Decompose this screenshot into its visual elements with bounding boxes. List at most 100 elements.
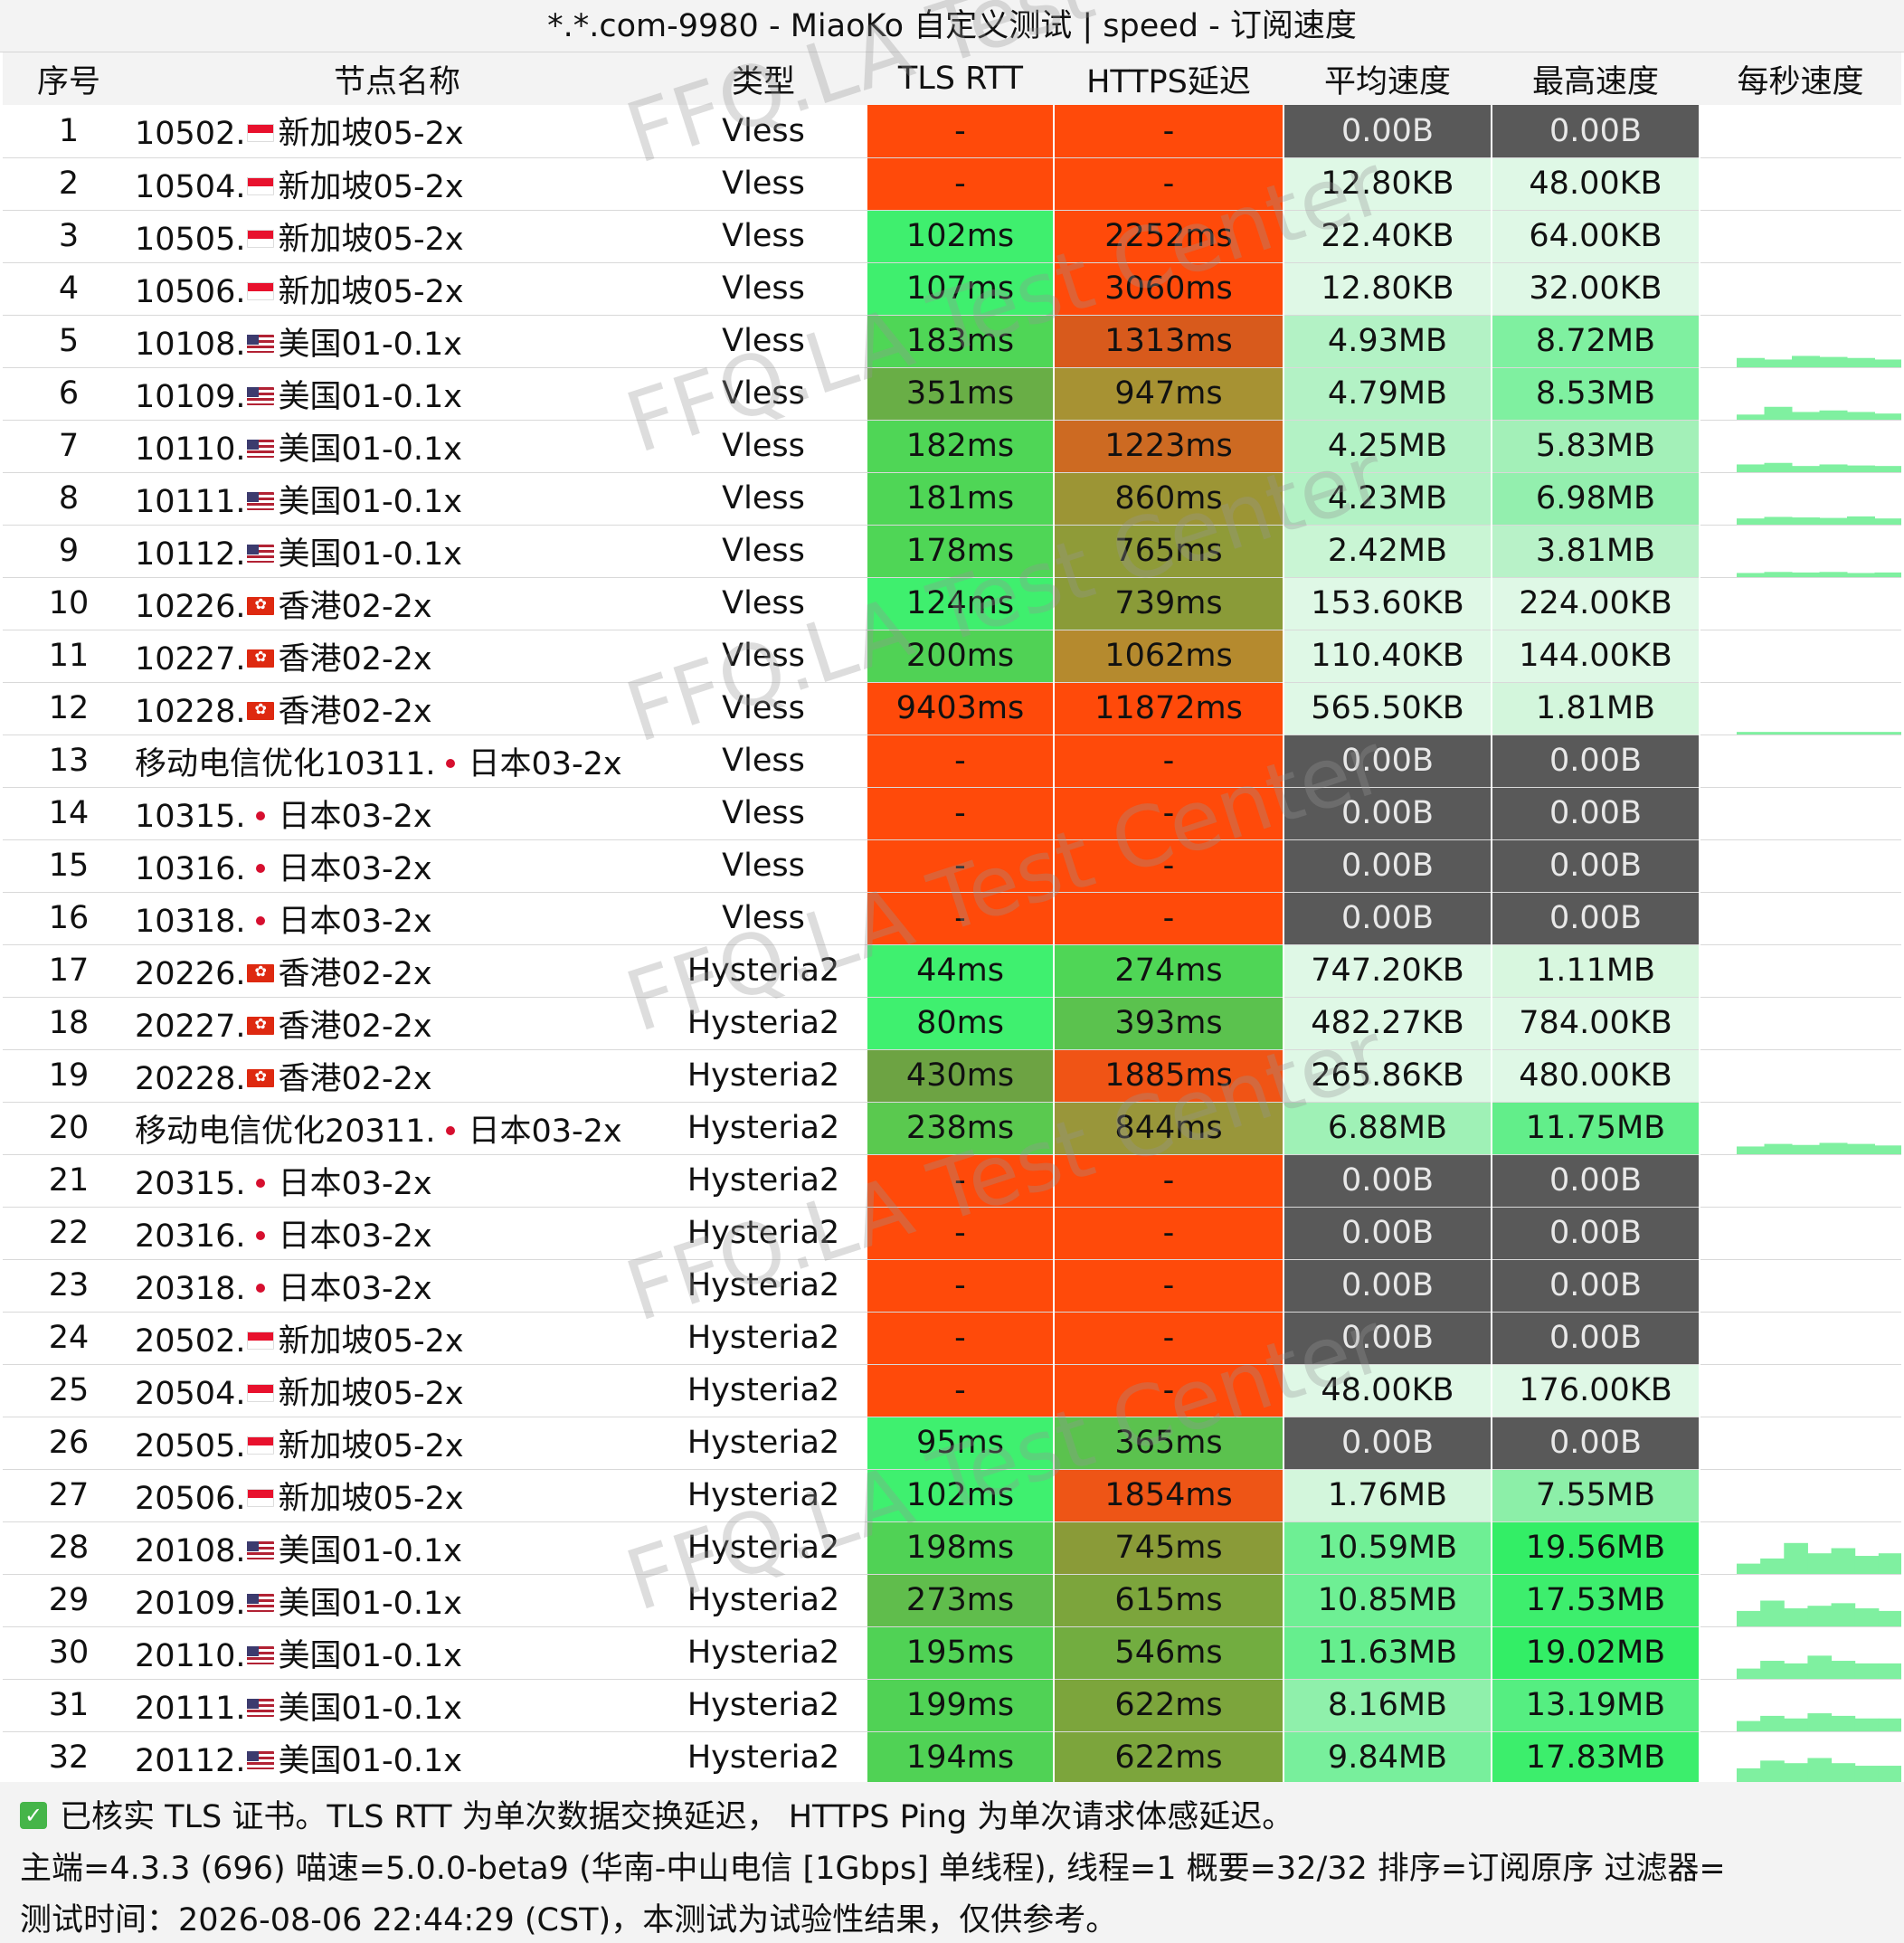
- table-row[interactable]: 28 20108. 美国01-0.1x Hysteria2 198ms 745ms 10.5…: [3, 1521, 1901, 1575]
- node-name-suffix: 香港02-2x: [278, 1008, 432, 1045]
- col-header-node-name[interactable]: 节点名称: [135, 52, 659, 105]
- node-type: Hysteria2: [659, 1207, 867, 1260]
- sparkline-bar: [1807, 1758, 1833, 1783]
- table-row[interactable]: 24 20502. 新加坡05-2x Hysteria2- -0.00B 0.00B: [3, 1312, 1901, 1365]
- sparkline-bar: [1874, 517, 1901, 524]
- node-name-suffix: 日本03-2x: [278, 1218, 432, 1255]
- row-index: 1: [3, 105, 135, 158]
- https-latency-cell: 1313ms: [1054, 315, 1284, 368]
- singapore-flag-icon: [247, 1436, 275, 1455]
- node-name-suffix: 日本03-2x: [468, 1113, 622, 1150]
- https-latency-cell: 947ms: [1054, 367, 1284, 421]
- table-row[interactable]: 31 20111. 美国01-0.1x Hysteria2 199ms 622ms 8.16…: [3, 1679, 1901, 1732]
- sparkline-bar: [1784, 1718, 1808, 1730]
- table-row[interactable]: 14 10315. 日本03-2x Vless - -0.00B 0.00B: [3, 787, 1901, 840]
- table-row[interactable]: 20 移动电信优化20311. 日本03-2x Hysteria2 238ms 844ms…: [3, 1102, 1901, 1155]
- max-speed-cell: 0.00B: [1492, 735, 1700, 788]
- node-type: Hysteria2: [659, 1312, 867, 1365]
- table-row[interactable]: 21 20315. 日本03-2x Hysteria2- -0.00B 0.00B: [3, 1154, 1901, 1208]
- speed-sparkline: [1700, 211, 1901, 262]
- node-name-suffix: 日本03-2x: [468, 745, 622, 782]
- table-row[interactable]: 3 10505. 新加坡05-2x Vless 102ms 2252ms 22.40KB 64…: [3, 210, 1901, 263]
- sparkline-bar: [1784, 1663, 1808, 1678]
- tls-rtt-cell: -: [867, 1364, 1055, 1417]
- avg-speed-cell: 0.00B: [1284, 892, 1492, 945]
- sparkline-bar: [1854, 1765, 1880, 1783]
- us-flag-icon: [247, 1540, 275, 1559]
- per-second-speed-cell: [1700, 1469, 1901, 1522]
- https-latency-cell: 365ms: [1054, 1417, 1284, 1470]
- sparkline-bar: [1807, 1552, 1833, 1573]
- node-name-suffix: 美国01-0.1x: [278, 378, 463, 415]
- table-row[interactable]: 30 20110. 美国01-0.1x Hysteria2 195ms 546ms 11.6…: [3, 1626, 1901, 1680]
- col-header-index[interactable]: 序号: [3, 52, 135, 105]
- table-row[interactable]: 16 10318. 日本03-2x Vless - -0.00B 0.00B: [3, 892, 1901, 945]
- table-row[interactable]: 22 20316. 日本03-2x Hysteria2- -0.00B 0.00B: [3, 1207, 1901, 1260]
- sparkline-bar: [1737, 1768, 1761, 1783]
- speed-sparkline: [1737, 1600, 1901, 1625]
- col-header-per-second-speed[interactable]: 每秒速度: [1700, 52, 1901, 105]
- col-header-max-speed[interactable]: 最高速度: [1492, 52, 1700, 105]
- table-row[interactable]: 7 10110. 美国01-0.1x Vless 182ms 1223ms 4.25MB 5.…: [3, 420, 1901, 473]
- table-row[interactable]: 13 移动电信优化10311. 日本03-2x Vless - -0.00B 0.00B: [3, 735, 1901, 788]
- https-latency-cell: 1885ms: [1054, 1049, 1284, 1103]
- table-row[interactable]: 5 10108. 美国01-0.1x Vless 183ms 1313ms 4.93MB 8.…: [3, 315, 1901, 368]
- sparkline-bar: [1792, 411, 1820, 419]
- table-row[interactable]: 9 10112. 美国01-0.1x Vless 178ms 765ms 2.42MB 3.8…: [3, 525, 1901, 578]
- us-flag-icon: [247, 386, 275, 405]
- table-row[interactable]: 26 20505. 新加坡05-2x Hysteria2 95ms 365ms 0.00B 0…: [3, 1417, 1901, 1470]
- node-name: 移动电信优化10311. 日本03-2x: [135, 735, 659, 788]
- row-index: 18: [3, 997, 135, 1050]
- col-header-https-latency[interactable]: HTTPS延迟: [1054, 52, 1284, 105]
- https-latency-cell: -: [1054, 1207, 1284, 1260]
- table-row[interactable]: 4 10506. 新加坡05-2x Vless 107ms 3060ms 12.80KB 32…: [3, 262, 1901, 316]
- per-second-speed-cell: [1700, 1049, 1901, 1103]
- table-row[interactable]: 29 20109. 美国01-0.1x Hysteria2 273ms 615ms 10.8…: [3, 1574, 1901, 1627]
- tls-rtt-cell: 273ms: [867, 1574, 1055, 1627]
- avg-speed-cell: 12.80KB: [1284, 157, 1492, 211]
- table-row[interactable]: 15 10316. 日本03-2x Vless - -0.00B 0.00B: [3, 839, 1901, 893]
- node-name-prefix: 移动电信优化20311.: [135, 1113, 436, 1150]
- sparkline-bar: [1819, 410, 1848, 419]
- table-row[interactable]: 2 10504. 新加坡05-2x Vless - -12.80KB 48.00KB: [3, 157, 1901, 211]
- table-row[interactable]: 1110227.香港02-2xVless200ms1062ms110.40KB1…: [3, 630, 1901, 683]
- sparkline-bar: [1792, 465, 1820, 471]
- sparkline-bar: [1819, 356, 1848, 366]
- sparkline-bar: [1737, 1610, 1761, 1625]
- col-header-avg-speed[interactable]: 平均速度: [1284, 52, 1492, 105]
- us-flag-icon: [247, 1750, 275, 1769]
- table-row[interactable]: 27 20506. 新加坡05-2x Hysteria2 102ms 1854ms 1.76…: [3, 1469, 1901, 1522]
- table-row[interactable]: 6 10109. 美国01-0.1x Vless 351ms 947ms 4.79MB 8.5…: [3, 367, 1901, 421]
- table-row[interactable]: 32 20112. 美国01-0.1x Hysteria2 194ms 622ms 9.84…: [3, 1731, 1901, 1785]
- table-row[interactable]: 1 10502. 新加坡05-2x Vless - -0.00B 0.00B: [3, 105, 1901, 158]
- per-second-speed-cell: [1700, 997, 1901, 1050]
- max-speed-cell: 144.00KB: [1492, 630, 1700, 683]
- table-row[interactable]: 8 10111. 美国01-0.1x Vless 181ms 860ms 4.23MB 6.9…: [3, 472, 1901, 526]
- https-latency-cell: 1223ms: [1054, 420, 1284, 473]
- per-second-speed-cell: [1700, 262, 1901, 316]
- https-latency-cell: -: [1054, 787, 1284, 840]
- sparkline-bar: [1847, 411, 1875, 419]
- row-index: 30: [3, 1626, 135, 1680]
- table-row[interactable]: 25 20504. 新加坡05-2x Hysteria2- -48.00KB 176.00…: [3, 1364, 1901, 1417]
- col-header-type[interactable]: 类型: [659, 52, 867, 105]
- https-latency-cell: -: [1054, 1154, 1284, 1208]
- max-speed-cell: 7.55MB: [1492, 1469, 1700, 1522]
- avg-speed-cell: 4.25MB: [1284, 420, 1492, 473]
- col-header-tls-rtt[interactable]: TLS RTT: [867, 52, 1054, 105]
- table-row[interactable]: 23 20318. 日本03-2x Hysteria2- -0.00B 0.00B: [3, 1259, 1901, 1313]
- per-second-speed-cell: [1700, 1679, 1901, 1732]
- node-name-suffix: 新加坡05-2x: [278, 1427, 464, 1464]
- speed-sparkline: [1737, 1542, 1901, 1573]
- per-second-speed-cell: [1700, 1207, 1901, 1260]
- row-index: 8: [3, 472, 135, 526]
- speed-sparkline: [1700, 840, 1901, 892]
- per-second-speed-cell: [1700, 105, 1901, 158]
- node-type: Vless: [659, 210, 867, 263]
- https-latency-cell: -: [1054, 839, 1284, 893]
